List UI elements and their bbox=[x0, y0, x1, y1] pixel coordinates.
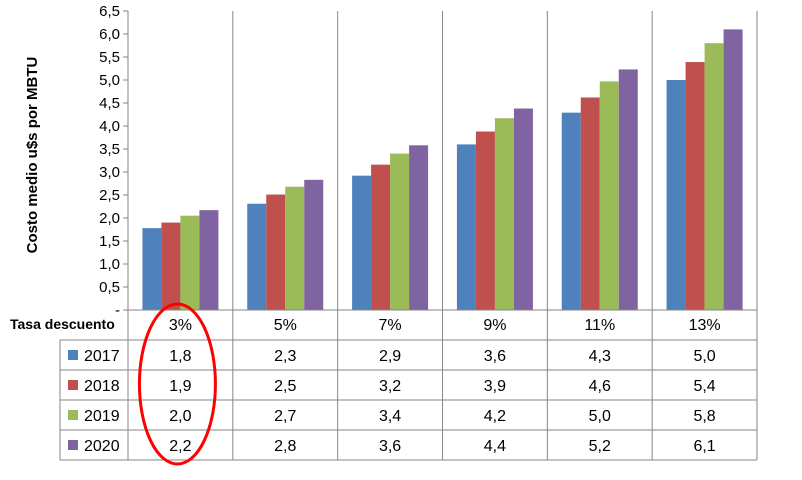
bar bbox=[618, 69, 638, 310]
y-tick-label: 5,0 bbox=[99, 72, 120, 89]
legend-label: 2020 bbox=[84, 438, 120, 455]
table-cell-value: 5,2 bbox=[589, 438, 611, 455]
table-cell-value: 1,9 bbox=[169, 378, 191, 395]
table-cell-value: 4,4 bbox=[484, 438, 506, 455]
bar bbox=[475, 131, 495, 310]
category-label: 13% bbox=[689, 317, 721, 334]
y-axis-label: Costo medio u$s por MBTU bbox=[24, 57, 41, 254]
y-tick-label: 1,0 bbox=[99, 256, 120, 273]
y-tick-label: 4,0 bbox=[99, 118, 120, 135]
grid: - 0,5 1,0 1,5 2,0 2,5 3,0 3,5 4,0 4,5 5,0 5,5 6,0 6,5 bbox=[99, 3, 758, 460]
table-cell-value: 5,0 bbox=[589, 408, 611, 425]
y-tick-label: 2,0 bbox=[99, 210, 120, 227]
legend-label: 2018 bbox=[84, 378, 120, 395]
table-cell-value: 5,8 bbox=[693, 408, 715, 425]
y-tick-label: 1,5 bbox=[99, 233, 120, 250]
bar bbox=[685, 62, 705, 311]
bar bbox=[456, 144, 476, 310]
bar bbox=[580, 97, 600, 310]
bar bbox=[142, 228, 162, 310]
bars bbox=[142, 29, 743, 311]
bar bbox=[513, 108, 533, 311]
legend-swatch bbox=[68, 440, 78, 450]
bar bbox=[666, 80, 686, 310]
table-cell-value: 4,3 bbox=[589, 348, 611, 365]
legend-swatch bbox=[68, 410, 78, 420]
table-cell-value: 5,0 bbox=[693, 348, 715, 365]
y-tick-label: 4,5 bbox=[99, 95, 120, 112]
table-cell-value: 3,9 bbox=[484, 378, 506, 395]
category-label: 11% bbox=[584, 317, 615, 334]
highlight-ellipse bbox=[137, 302, 217, 466]
table-cell-value: 3,6 bbox=[484, 348, 506, 365]
table-cell-value: 2,9 bbox=[379, 348, 401, 365]
data-table: 3% 5% 7% 9% 11% 13% 2017 1,8 2,3 2,9 3,6 4,3 5,0 2018… bbox=[59, 309, 757, 461]
y-tick-label: 2,5 bbox=[99, 187, 120, 204]
y-tick-label: 6,5 bbox=[99, 3, 120, 20]
table-cell-value: 1,8 bbox=[169, 348, 191, 365]
legend-swatch bbox=[68, 380, 78, 390]
table-cell-value: 6,1 bbox=[693, 438, 715, 455]
category-label: 5% bbox=[274, 317, 297, 334]
bar bbox=[247, 203, 267, 310]
bar bbox=[161, 222, 181, 310]
table-cell-value: 2,2 bbox=[169, 438, 191, 455]
bar bbox=[561, 112, 581, 310]
bar bbox=[371, 164, 391, 310]
bar bbox=[266, 194, 286, 310]
category-label: 9% bbox=[483, 317, 506, 334]
table-cell-value: 3,2 bbox=[379, 378, 401, 395]
table-header-label: Tasa descuento bbox=[10, 316, 115, 332]
table-cell-value: 2,3 bbox=[274, 348, 296, 365]
bar bbox=[199, 210, 219, 310]
y-tick-label: 3,0 bbox=[99, 164, 120, 181]
bar bbox=[723, 29, 743, 311]
annotations bbox=[137, 302, 217, 466]
y-tick-label: 3,5 bbox=[99, 141, 120, 158]
bar bbox=[409, 145, 429, 310]
bar bbox=[704, 43, 724, 310]
category-label: 7% bbox=[379, 317, 402, 334]
bar bbox=[599, 81, 619, 310]
table-cell-value: 4,6 bbox=[589, 378, 611, 395]
bar bbox=[494, 118, 514, 311]
table-cell-value: 2,8 bbox=[274, 438, 296, 455]
table-cell-value: 3,6 bbox=[379, 438, 401, 455]
bar bbox=[285, 186, 305, 310]
y-tick-label: 5,5 bbox=[99, 49, 120, 66]
y-tick-label: 0,5 bbox=[99, 279, 120, 296]
bar bbox=[304, 179, 324, 310]
legend-label: 2019 bbox=[84, 408, 120, 425]
bar bbox=[352, 175, 372, 310]
table-cell-value: 2,5 bbox=[274, 378, 296, 395]
bar bbox=[390, 153, 410, 310]
category-label: 3% bbox=[169, 317, 192, 334]
table-cell-value: 2,0 bbox=[169, 408, 191, 425]
table-cell-value: 5,4 bbox=[693, 378, 715, 395]
legend-label: 2017 bbox=[84, 348, 120, 365]
table-cell-value: 4,2 bbox=[484, 408, 506, 425]
table-cell-value: 3,4 bbox=[379, 408, 401, 425]
table-cell-value: 2,7 bbox=[274, 408, 296, 425]
y-tick-label: 6,0 bbox=[99, 26, 120, 43]
bar bbox=[180, 215, 200, 310]
y-tick-label: - bbox=[115, 302, 120, 319]
legend-swatch bbox=[68, 350, 78, 360]
